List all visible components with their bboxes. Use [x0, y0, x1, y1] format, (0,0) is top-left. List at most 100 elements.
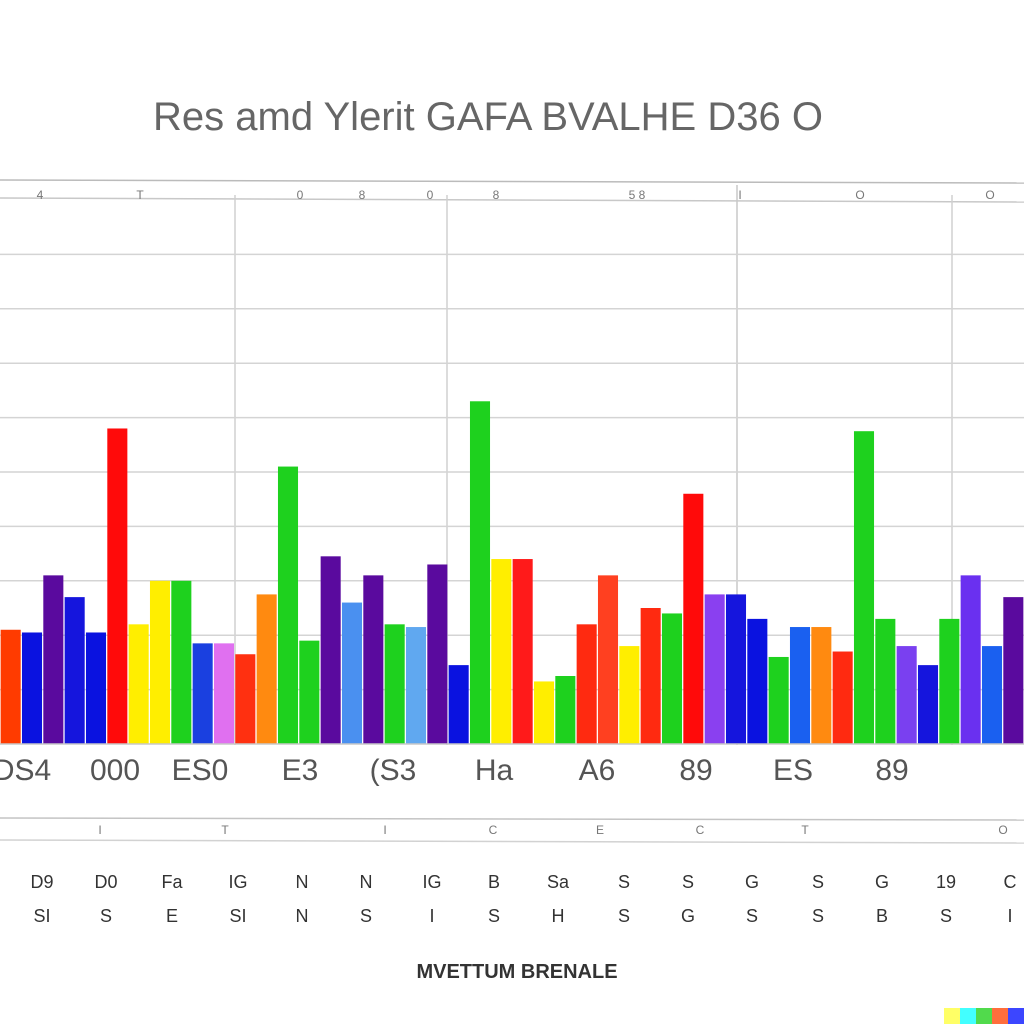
- bar: [747, 618, 768, 744]
- grid: [0, 179, 1024, 844]
- sub-label-row1: D0: [94, 872, 117, 892]
- sub-label-row2: H: [552, 906, 565, 926]
- bar: [640, 608, 661, 744]
- bar: [704, 594, 725, 744]
- bar: [939, 618, 960, 744]
- sub-label-row1: IG: [422, 872, 441, 892]
- bar: [960, 575, 981, 744]
- mid-tick-label: T: [801, 823, 809, 837]
- bar: [0, 629, 21, 744]
- bar: [917, 665, 939, 744]
- x-tick-label: (S3: [370, 754, 417, 787]
- sub-label-row1: S: [682, 872, 694, 892]
- x-tick-labels: DS4 000 ES0 E3 (S3 Ha A6 89 ES 89: [0, 754, 909, 787]
- sub-label-row2: S: [100, 906, 112, 926]
- bar: [469, 401, 491, 744]
- bar: [64, 597, 85, 744]
- bar: [43, 575, 64, 744]
- bar: [363, 575, 384, 744]
- sub-label-row1: IG: [228, 872, 247, 892]
- bar: [832, 651, 853, 744]
- bar: [171, 580, 192, 744]
- bar: [789, 627, 811, 744]
- sub-label-row2: SI: [33, 906, 50, 926]
- mid-tick-label: C: [696, 823, 705, 837]
- mid-tick-label: I: [383, 823, 386, 837]
- sub-label-row1: Fa: [161, 872, 183, 892]
- top-frame-line: [0, 179, 1024, 184]
- top-tick-label: O: [855, 188, 864, 202]
- top-frame-line: [0, 197, 1024, 203]
- bar: [512, 559, 533, 744]
- sub-label-row2: B: [876, 906, 888, 926]
- sub-label-row2: I: [429, 906, 434, 926]
- bar: [875, 618, 896, 744]
- mid-tick-labels: I T I C E C T O: [98, 823, 1007, 837]
- bar: [384, 624, 405, 744]
- mid-tick-label: C: [489, 823, 498, 837]
- sub-label-row2: G: [681, 906, 695, 926]
- x-tick-label: Ha: [475, 754, 514, 787]
- top-tick-labels: 4 T 0 8 0 8 5 8 I O O: [37, 188, 995, 202]
- top-tick-label: 4: [37, 188, 44, 202]
- bar: [683, 493, 704, 744]
- bar: [149, 580, 171, 744]
- sub-label-row1: S: [618, 872, 630, 892]
- x-tick-label: A6: [579, 754, 616, 787]
- mid-tick-label: O: [998, 823, 1007, 837]
- top-tick-label: 8: [359, 188, 366, 202]
- mid-tick-label: T: [221, 823, 229, 837]
- bar: [1003, 597, 1024, 744]
- top-tick-label: 0: [297, 188, 304, 202]
- x-tick-label: E3: [282, 754, 319, 787]
- mid-tick-label: E: [596, 823, 604, 837]
- bar: [661, 613, 683, 744]
- sub-label-row2: S: [746, 906, 758, 926]
- bar: [576, 624, 597, 744]
- bar: [85, 632, 107, 744]
- sub-label-row1: N: [296, 872, 309, 892]
- bar: [597, 575, 619, 744]
- top-tick-label: 5 8: [629, 188, 646, 202]
- sub-label-row1: S: [812, 872, 824, 892]
- top-tick-label: I: [738, 188, 741, 202]
- sub-label-row2: S: [488, 906, 500, 926]
- sub-label-row2: S: [360, 906, 372, 926]
- x-tick-label: 000: [90, 754, 140, 787]
- bar: [213, 643, 235, 744]
- sub-label-row2: S: [618, 906, 630, 926]
- watermark-swatch: [944, 1008, 960, 1024]
- watermark-swatch: [1008, 1008, 1024, 1024]
- sub-label-row1: G: [745, 872, 759, 892]
- bars: [0, 401, 1024, 744]
- bar: [619, 646, 640, 744]
- bar: [256, 594, 277, 744]
- x-axis-label: MVETTUM BRENALE: [416, 961, 617, 983]
- watermark-swatch: [960, 1008, 976, 1024]
- sub-label-row2: S: [812, 906, 824, 926]
- bar: [299, 640, 320, 744]
- top-tick-label: 8: [493, 188, 500, 202]
- sub-label-row1: N: [360, 872, 373, 892]
- sub-label-row1: Sa: [547, 872, 570, 892]
- bar: [427, 564, 448, 744]
- x-tick-label: 89: [875, 754, 908, 787]
- top-tick-label: 0: [427, 188, 434, 202]
- sub-label-row2: N: [296, 906, 309, 926]
- x-tick-label: DS4: [0, 754, 51, 787]
- x-tick-label: 89: [679, 754, 712, 787]
- color-watermark: [944, 1008, 1024, 1024]
- sub-label-row1: C: [1004, 872, 1017, 892]
- mid-tick-label: I: [98, 823, 101, 837]
- bar: [533, 681, 555, 744]
- bar: [725, 594, 747, 744]
- bar: [405, 627, 427, 744]
- sub-label-row2: S: [940, 906, 952, 926]
- bar: [277, 466, 299, 744]
- bar: [448, 665, 469, 744]
- watermark-swatch: [992, 1008, 1008, 1024]
- x-tick-label: ES: [773, 754, 813, 787]
- bottom-frame-line: [0, 839, 1024, 844]
- bar: [768, 656, 789, 744]
- bar: [128, 624, 149, 744]
